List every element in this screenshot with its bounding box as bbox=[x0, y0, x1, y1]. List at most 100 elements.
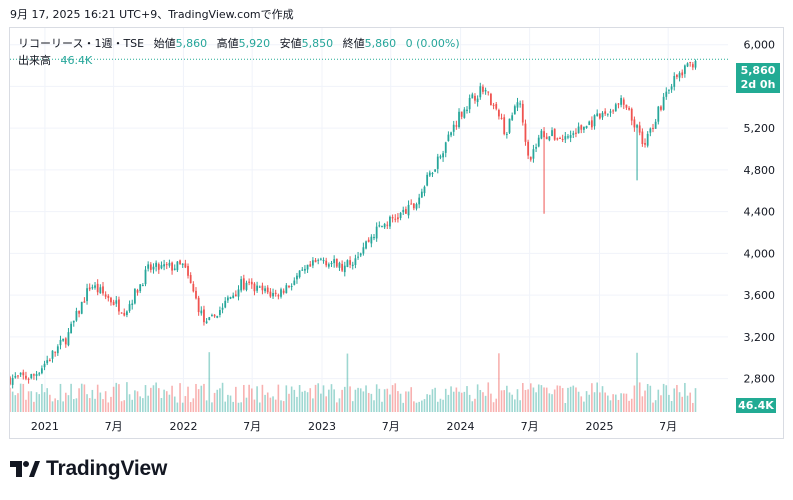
volume-bar bbox=[548, 393, 551, 412]
volume-bar bbox=[49, 394, 51, 412]
candle-body bbox=[351, 264, 354, 267]
volume-bar bbox=[514, 399, 516, 412]
chart-frame[interactable]: 6,0005,6005,2004,8004,4004,0003,6003,200… bbox=[9, 27, 784, 439]
volume-bar bbox=[652, 402, 654, 412]
volume-bar bbox=[123, 400, 126, 412]
volume-bar bbox=[312, 398, 314, 412]
volume-bar bbox=[585, 391, 588, 412]
volume-bar bbox=[450, 386, 452, 412]
tradingview-logo[interactable]: TradingView bbox=[10, 457, 167, 481]
chart-caption: 9月 17, 2025 16:21 UTC+9、TradingView.comで… bbox=[10, 8, 294, 21]
volume-bar bbox=[51, 401, 54, 412]
y-tick-label: 3,200 bbox=[744, 331, 776, 344]
candle-body bbox=[670, 86, 673, 90]
candle-body bbox=[102, 286, 104, 294]
volume-bar bbox=[391, 385, 394, 412]
volume-bar bbox=[476, 384, 479, 412]
candle-body bbox=[583, 126, 585, 130]
candle-body bbox=[234, 294, 237, 297]
candle-body bbox=[439, 156, 442, 158]
candle-body bbox=[48, 359, 51, 361]
volume-bar bbox=[78, 388, 80, 412]
candle-body bbox=[447, 134, 450, 141]
candle-body bbox=[226, 297, 229, 301]
volume-bar bbox=[676, 384, 678, 412]
candle-body bbox=[548, 136, 551, 141]
candle-body bbox=[529, 156, 532, 160]
candle-body bbox=[213, 314, 216, 317]
volume-bar bbox=[492, 402, 495, 412]
candle-body bbox=[638, 125, 641, 133]
candle-body bbox=[564, 136, 567, 140]
candle-body bbox=[614, 104, 617, 112]
volume-bars bbox=[10, 352, 697, 412]
volume-bar bbox=[19, 383, 22, 412]
volume-bar bbox=[378, 388, 381, 412]
volume-bar bbox=[216, 389, 219, 412]
volume-bar bbox=[559, 385, 561, 412]
volume-bar bbox=[689, 392, 691, 412]
candle-body bbox=[272, 293, 274, 297]
close-value: 5,860 bbox=[364, 37, 397, 50]
volume-bar bbox=[474, 398, 476, 412]
candle-body bbox=[386, 224, 389, 226]
candle-body bbox=[535, 147, 537, 149]
volume-bar bbox=[285, 385, 288, 412]
volume-bar bbox=[131, 399, 134, 412]
volume-bar bbox=[269, 397, 272, 412]
candle-body bbox=[83, 301, 86, 303]
volume-bar bbox=[184, 396, 187, 412]
x-tick-label: 2021 bbox=[31, 420, 59, 433]
volume-bar bbox=[553, 389, 556, 412]
candle-body bbox=[104, 294, 107, 297]
candle-body bbox=[17, 375, 19, 377]
volume-bar bbox=[14, 395, 17, 412]
volume-bar bbox=[436, 401, 439, 412]
candle-body bbox=[288, 285, 290, 288]
candle-body bbox=[208, 317, 211, 320]
x-tick-label: 7月 bbox=[243, 420, 261, 433]
candle-body bbox=[325, 260, 328, 266]
volume-bar bbox=[155, 382, 157, 412]
volume-bar bbox=[328, 389, 330, 412]
volume-bar bbox=[104, 391, 107, 412]
volume-bar bbox=[593, 392, 596, 412]
open-label: 始値 bbox=[153, 37, 176, 50]
volume-bar bbox=[660, 395, 662, 412]
volume-bar bbox=[136, 391, 139, 412]
candle-body bbox=[86, 288, 88, 302]
candle-body bbox=[317, 259, 320, 261]
volume-bar bbox=[189, 402, 192, 412]
volume-bar bbox=[208, 352, 211, 412]
volume-bar bbox=[551, 394, 553, 412]
candle-body bbox=[181, 263, 184, 266]
candle-body bbox=[362, 247, 365, 254]
candle-body bbox=[630, 108, 633, 121]
candle-body bbox=[399, 212, 402, 218]
volume-bar bbox=[596, 382, 598, 412]
volume-bar bbox=[418, 401, 420, 412]
volume-bar bbox=[152, 385, 155, 412]
candle-body bbox=[221, 307, 224, 310]
candle-body bbox=[559, 137, 561, 139]
volume-bar bbox=[447, 394, 450, 412]
candle-body bbox=[434, 169, 437, 172]
candle-body bbox=[365, 241, 367, 249]
candle-body bbox=[33, 374, 35, 376]
volume-bar bbox=[458, 391, 460, 412]
candle-body bbox=[115, 300, 118, 304]
candle-body bbox=[402, 209, 405, 213]
candle-body bbox=[370, 236, 373, 244]
candle-body bbox=[468, 97, 471, 110]
candle-body bbox=[391, 217, 394, 219]
candle-body bbox=[43, 363, 46, 368]
volume-bar bbox=[120, 401, 123, 412]
volume-bar bbox=[636, 352, 638, 412]
candle-body bbox=[168, 262, 171, 266]
volume-value: 46.4K bbox=[60, 54, 93, 67]
candle-body bbox=[136, 290, 139, 293]
candlestick-chart[interactable]: 6,0005,6005,2004,8004,4004,0003,6003,200… bbox=[10, 28, 784, 439]
volume-bar bbox=[219, 388, 221, 412]
candle-body bbox=[373, 236, 375, 239]
volume-bar bbox=[628, 400, 630, 412]
